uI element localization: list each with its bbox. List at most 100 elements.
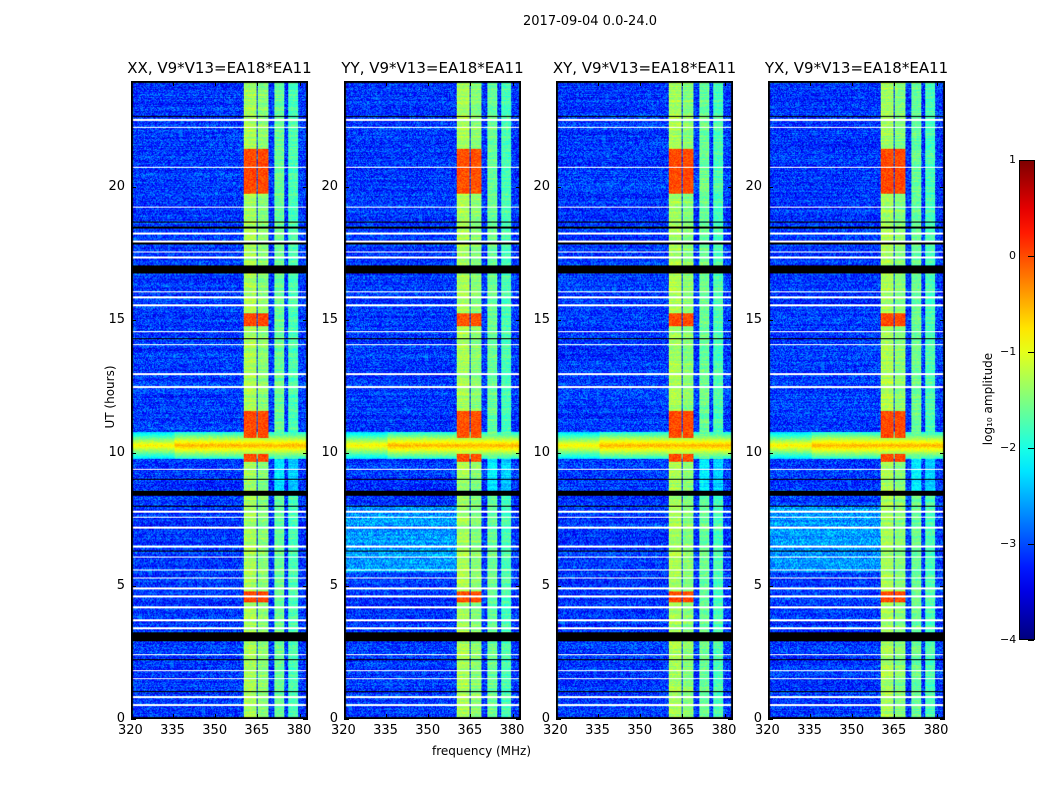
x-tick-mark (852, 714, 854, 719)
y-tick-label: 15 (745, 312, 762, 328)
y-tick-mark (768, 187, 773, 189)
x-tick-label: 350 (627, 723, 653, 738)
x-tick-mark (428, 714, 430, 719)
colorbar-tick-mark (1028, 256, 1034, 257)
x-tick-mark (724, 81, 726, 86)
x-tick-mark (428, 81, 430, 86)
y-tick-mark (768, 586, 773, 588)
y-tick-mark (728, 320, 733, 322)
x-tick-label: 350 (839, 723, 865, 738)
y-tick-label: 0 (116, 711, 125, 726)
y-tick-label: 5 (116, 578, 125, 594)
x-tick-mark (215, 81, 217, 86)
y-tick-mark (344, 453, 349, 455)
x-tick-mark (852, 81, 854, 86)
x-tick-mark (768, 714, 769, 719)
y-tick-mark (556, 719, 561, 720)
x-tick-mark (512, 81, 514, 86)
x-tick-label: 380 (286, 723, 312, 738)
y-tick-mark (303, 719, 308, 720)
y-tick-mark (344, 586, 349, 588)
y-tick-label: 0 (753, 711, 762, 726)
y-tick-mark (131, 453, 136, 455)
colorbar-tick-label: −4 (1000, 633, 1017, 646)
y-tick-mark (516, 453, 521, 455)
y-tick-label: 10 (321, 445, 338, 461)
x-tick-mark (894, 81, 896, 86)
spectrogram-panel-3 (768, 81, 945, 719)
x-tick-mark (640, 81, 642, 86)
spectrogram-panel-0 (131, 81, 308, 719)
x-tick-label: 380 (923, 723, 949, 738)
colorbar-tick-mark (1028, 640, 1034, 641)
y-tick-mark (303, 453, 308, 455)
x-tick-mark (810, 81, 812, 86)
y-tick-mark (768, 719, 773, 720)
y-tick-mark (303, 187, 308, 189)
x-tick-label: 320 (543, 723, 568, 738)
y-tick-label: 20 (108, 179, 125, 195)
x-tick-mark (344, 81, 345, 86)
y-tick-mark (940, 187, 945, 189)
y-tick-label: 10 (533, 445, 550, 461)
x-tick-mark (598, 81, 600, 86)
x-tick-label: 365 (881, 723, 907, 738)
spectrogram-panel-1 (344, 81, 521, 719)
colorbar-label: log₁₀ amplitude (981, 352, 995, 446)
y-tick-label: 0 (541, 711, 550, 726)
colorbar-tick-mark (1028, 448, 1034, 449)
x-tick-label: 320 (755, 723, 780, 738)
colorbar-tick-label: 0 (1009, 249, 1016, 262)
x-tick-label: 335 (373, 723, 398, 738)
y-tick-mark (556, 453, 561, 455)
panel-title: XX, V9*V13=EA18*EA11 (127, 59, 312, 77)
x-tick-mark (556, 714, 557, 719)
y-tick-mark (728, 719, 733, 720)
colorbar-tick-mark (1028, 352, 1034, 353)
y-tick-mark (768, 320, 773, 322)
x-tick-mark (173, 81, 175, 86)
x-tick-label: 380 (711, 723, 737, 738)
x-tick-mark (386, 81, 388, 86)
x-tick-mark (257, 81, 259, 86)
spectrogram-panel-2 (556, 81, 733, 719)
y-tick-mark (516, 187, 521, 189)
x-tick-mark (724, 714, 726, 719)
colorbar-tick-label: −1 (1000, 345, 1017, 358)
x-tick-mark (768, 81, 769, 86)
y-tick-mark (728, 453, 733, 455)
x-tick-mark (131, 714, 132, 719)
y-tick-label: 15 (321, 312, 338, 328)
y-tick-mark (516, 320, 521, 322)
y-tick-mark (303, 586, 308, 588)
x-tick-label: 320 (118, 723, 143, 738)
y-tick-mark (940, 586, 945, 588)
panel-title: XY, V9*V13=EA18*EA11 (552, 59, 737, 77)
x-tick-label: 365 (669, 723, 695, 738)
y-tick-label: 10 (108, 445, 125, 461)
y-tick-mark (516, 586, 521, 588)
y-tick-label: 20 (321, 179, 338, 195)
y-tick-mark (131, 586, 136, 588)
y-tick-mark (131, 187, 136, 189)
y-tick-mark (940, 453, 945, 455)
y-tick-label: 10 (745, 445, 762, 461)
colorbar-tick-label: −3 (1000, 537, 1017, 550)
x-tick-mark (598, 714, 600, 719)
y-tick-label: 15 (108, 312, 125, 328)
x-tick-label: 365 (244, 723, 270, 738)
x-tick-mark (299, 81, 301, 86)
x-tick-mark (810, 714, 812, 719)
y-tick-mark (728, 586, 733, 588)
x-tick-mark (640, 714, 642, 719)
x-tick-mark (257, 714, 259, 719)
y-tick-mark (556, 187, 561, 189)
y-tick-mark (344, 320, 349, 322)
x-tick-label: 320 (331, 723, 356, 738)
x-tick-mark (470, 714, 472, 719)
y-tick-mark (556, 586, 561, 588)
x-tick-label: 335 (160, 723, 185, 738)
y-tick-mark (940, 320, 945, 322)
y-tick-mark (131, 719, 136, 720)
